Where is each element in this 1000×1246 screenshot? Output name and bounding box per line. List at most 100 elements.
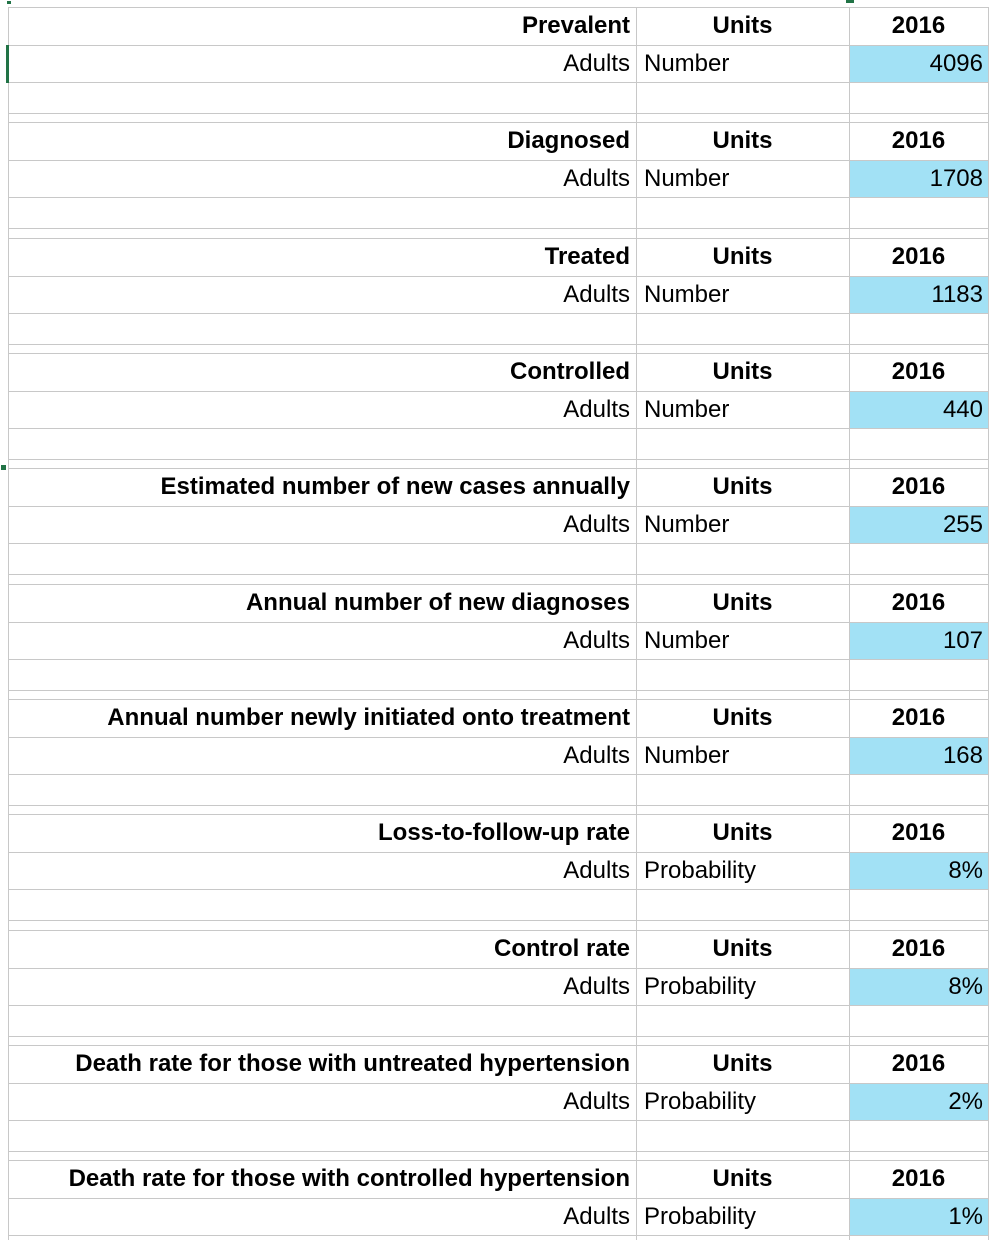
cell-row-label[interactable]: Adults bbox=[563, 165, 630, 192]
cell-units-header[interactable]: Units bbox=[712, 358, 773, 385]
cell-unit-type[interactable]: Probability bbox=[644, 973, 757, 1000]
header-row: Death rate for those with controlled hyp… bbox=[8, 1160, 988, 1199]
header-row: Controlled Units 2016 bbox=[8, 353, 988, 392]
selection-corner-dot bbox=[7, 1, 11, 4]
data-row: Adults Number 168 bbox=[8, 738, 988, 775]
cell-units-header[interactable]: Units bbox=[712, 127, 773, 154]
cell-units-header[interactable]: Units bbox=[712, 589, 773, 616]
cell-year-header[interactable]: 2016 bbox=[891, 704, 946, 731]
metric-block: Annual number newly initiated onto treat… bbox=[8, 699, 988, 807]
cell-year-header[interactable]: 2016 bbox=[891, 935, 946, 962]
cell-row-label[interactable]: Adults bbox=[563, 1203, 630, 1230]
cell-units-header[interactable]: Units bbox=[712, 1050, 773, 1077]
cell-row-label[interactable]: Adults bbox=[563, 281, 630, 308]
cell-row-label[interactable]: Adults bbox=[563, 1088, 630, 1115]
cell-units-header[interactable]: Units bbox=[712, 12, 773, 39]
cell-metric-label[interactable]: Loss-to-follow-up rate bbox=[378, 819, 630, 846]
spacer-row bbox=[8, 775, 988, 806]
spacer-row bbox=[8, 890, 988, 921]
cell-unit-type[interactable]: Number bbox=[644, 50, 730, 77]
header-row: Annual number newly initiated onto treat… bbox=[8, 699, 988, 738]
cell-unit-type[interactable]: Probability bbox=[644, 857, 757, 884]
header-row: Death rate for those with untreated hype… bbox=[8, 1045, 988, 1084]
cell-unit-type[interactable]: Number bbox=[644, 281, 730, 308]
cell-metric-label[interactable]: Controlled bbox=[510, 358, 630, 385]
cell-row-label[interactable]: Adults bbox=[563, 973, 630, 1000]
cell-year-header[interactable]: 2016 bbox=[891, 819, 946, 846]
cell-year-header[interactable]: 2016 bbox=[891, 127, 946, 154]
data-row: Adults Probability 8% bbox=[8, 853, 988, 890]
cell-value[interactable]: 4096 bbox=[849, 46, 988, 82]
cell-metric-label[interactable]: Death rate for those with controlled hyp… bbox=[68, 1165, 630, 1192]
cell-unit-type[interactable]: Number bbox=[644, 396, 730, 423]
metric-block: Death rate for those with untreated hype… bbox=[8, 1045, 988, 1153]
metric-block: Treated Units 2016 Adults Number 1183 bbox=[8, 238, 988, 346]
header-row: Treated Units 2016 bbox=[8, 238, 988, 277]
gridline-vertical-col2 bbox=[849, 7, 850, 1240]
spacer-row bbox=[8, 544, 988, 575]
cell-year-header[interactable]: 2016 bbox=[891, 473, 946, 500]
cell-units-header[interactable]: Units bbox=[712, 935, 773, 962]
cell-metric-label[interactable]: Annual number of new diagnoses bbox=[245, 589, 630, 616]
cell-year-header[interactable]: 2016 bbox=[891, 589, 946, 616]
cell-unit-type[interactable]: Number bbox=[644, 627, 730, 654]
spacer-row bbox=[8, 429, 988, 460]
cell-metric-label[interactable]: Estimated number of new cases annually bbox=[160, 473, 630, 500]
header-row: Annual number of new diagnoses Units 201… bbox=[8, 584, 988, 623]
cell-units-header[interactable]: Units bbox=[712, 704, 773, 731]
header-row: Estimated number of new cases annually U… bbox=[8, 468, 988, 507]
cell-value[interactable]: 440 bbox=[849, 392, 988, 428]
cell-metric-label[interactable]: Annual number newly initiated onto treat… bbox=[107, 704, 630, 731]
cell-units-header[interactable]: Units bbox=[712, 473, 773, 500]
data-row: Adults Probability 8% bbox=[8, 969, 988, 1006]
cell-units-header[interactable]: Units bbox=[712, 1165, 773, 1192]
header-row: Prevalent Units 2016 bbox=[8, 7, 988, 46]
cell-metric-label[interactable]: Death rate for those with untreated hype… bbox=[75, 1050, 630, 1077]
cell-units-header[interactable]: Units bbox=[712, 243, 773, 270]
selection-border-segment bbox=[6, 45, 9, 83]
cell-row-label[interactable]: Adults bbox=[563, 742, 630, 769]
cell-metric-label[interactable]: Diagnosed bbox=[507, 127, 630, 154]
gridline-vertical-left bbox=[8, 7, 9, 1240]
data-row: Adults Number 440 bbox=[8, 392, 988, 429]
spacer-row bbox=[8, 83, 988, 114]
cell-year-header[interactable]: 2016 bbox=[891, 243, 946, 270]
data-row: Adults Number 1708 bbox=[8, 161, 988, 198]
cell-unit-type[interactable]: Number bbox=[644, 511, 730, 538]
cell-year-header[interactable]: 2016 bbox=[891, 1050, 946, 1077]
spacer-row bbox=[8, 314, 988, 345]
cell-unit-type[interactable]: Number bbox=[644, 165, 730, 192]
cell-value[interactable]: 255 bbox=[849, 507, 988, 543]
cell-row-label[interactable]: Adults bbox=[563, 50, 630, 77]
cell-value[interactable]: 8% bbox=[849, 969, 988, 1005]
cell-row-label[interactable]: Adults bbox=[563, 396, 630, 423]
cell-unit-type[interactable]: Probability bbox=[644, 1203, 757, 1230]
cell-row-label[interactable]: Adults bbox=[563, 857, 630, 884]
cell-year-header[interactable]: 2016 bbox=[891, 358, 946, 385]
cell-value[interactable]: 8% bbox=[849, 853, 988, 889]
data-row: Adults Number 1183 bbox=[8, 277, 988, 314]
data-row: Adults Probability 1% bbox=[8, 1199, 988, 1236]
metric-block: Estimated number of new cases annually U… bbox=[8, 468, 988, 576]
data-row: Adults Number 107 bbox=[8, 623, 988, 660]
selection-top-dash bbox=[846, 0, 854, 3]
cell-value[interactable]: 1183 bbox=[849, 277, 988, 313]
gridline-vertical-col1 bbox=[636, 7, 637, 1240]
cell-year-header[interactable]: 2016 bbox=[891, 12, 946, 39]
cell-units-header[interactable]: Units bbox=[712, 819, 773, 846]
cell-metric-label[interactable]: Prevalent bbox=[521, 12, 630, 39]
cell-metric-label[interactable]: Treated bbox=[544, 243, 630, 270]
cell-unit-type[interactable]: Number bbox=[644, 742, 730, 769]
cell-metric-label[interactable]: Control rate bbox=[493, 935, 630, 962]
cell-year-header[interactable]: 2016 bbox=[891, 1165, 946, 1192]
cell-value[interactable]: 2% bbox=[849, 1084, 988, 1120]
spacer-row bbox=[8, 1121, 988, 1152]
cell-value[interactable]: 168 bbox=[849, 738, 988, 774]
cell-row-label[interactable]: Adults bbox=[563, 511, 630, 538]
cell-row-label[interactable]: Adults bbox=[563, 627, 630, 654]
cell-unit-type[interactable]: Probability bbox=[644, 1088, 757, 1115]
cell-value[interactable]: 1% bbox=[849, 1199, 988, 1235]
cell-value[interactable]: 1708 bbox=[849, 161, 988, 197]
cell-value[interactable]: 107 bbox=[849, 623, 988, 659]
